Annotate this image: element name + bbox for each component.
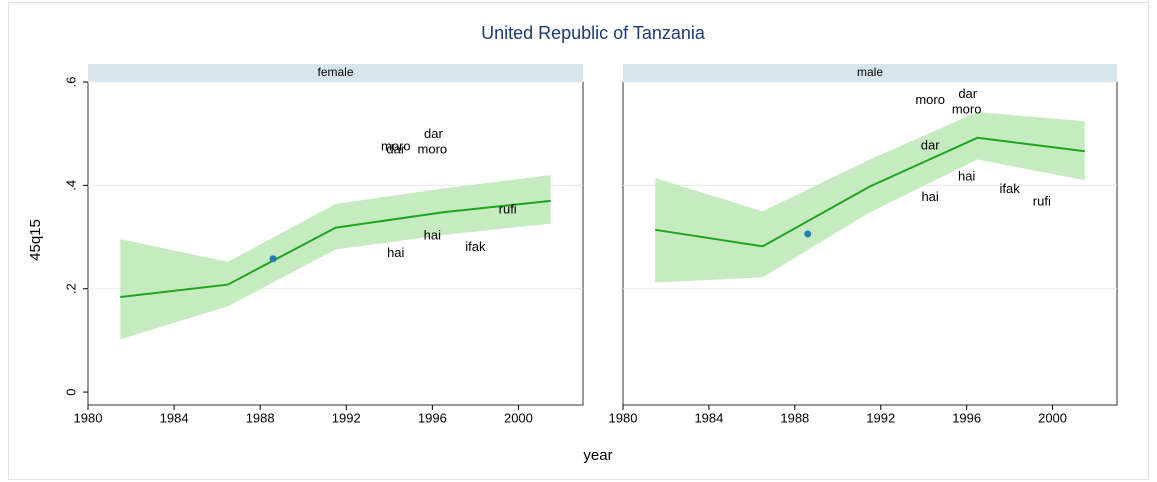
confidence-band: [120, 175, 551, 340]
point: [804, 230, 812, 238]
point-label: ifak: [465, 239, 486, 254]
x-tick-label: 2000: [1038, 410, 1067, 425]
point-label: ifak: [999, 181, 1020, 196]
panel-title: female: [317, 65, 353, 79]
x-axis-label: year: [583, 447, 612, 464]
point-label: dar: [921, 138, 940, 153]
point-label: moro: [381, 139, 411, 154]
y-tick-label: .2: [63, 283, 78, 294]
point-label: hai: [958, 169, 975, 184]
x-tick-label: 1996: [952, 410, 981, 425]
point-label: rufi: [1033, 193, 1051, 208]
x-tick-label: 1992: [332, 410, 361, 425]
y-axis-label: 45q15: [27, 219, 44, 261]
x-tick-label: 2000: [504, 410, 533, 425]
point-label: dar: [386, 142, 405, 157]
x-tick-label: 1980: [74, 410, 103, 425]
x-tick-label: 1984: [694, 410, 723, 425]
panel-header: [623, 64, 1117, 82]
confidence-band: [655, 111, 1085, 283]
point-label: hai: [387, 245, 404, 260]
point-label: rufi: [499, 202, 517, 217]
line: [120, 199, 551, 298]
point-label: dar: [958, 86, 977, 101]
point: [269, 255, 277, 263]
point-label: moro: [952, 101, 982, 116]
x-tick-label: 1984: [160, 410, 189, 425]
y-tick-label: .6: [63, 77, 78, 88]
x-tick-label: 1980: [609, 410, 638, 425]
point-label: hai: [424, 227, 441, 242]
point-label: moro: [418, 142, 448, 157]
chart-title: United Republic of Tanzania: [481, 23, 706, 43]
point-label: dar: [424, 126, 443, 141]
panel-title: male: [857, 65, 883, 79]
panel-header: [88, 64, 583, 82]
x-tick-label: 1988: [780, 410, 809, 425]
y-tick-label: .4: [63, 180, 78, 191]
x-tick-label: 1992: [866, 410, 895, 425]
x-tick-label: 1988: [246, 410, 275, 425]
line: [655, 136, 1085, 248]
y-tick-label: 0: [63, 388, 78, 395]
x-tick-label: 1996: [418, 410, 447, 425]
point-label: moro: [915, 92, 945, 107]
point-label: hai: [921, 189, 938, 204]
